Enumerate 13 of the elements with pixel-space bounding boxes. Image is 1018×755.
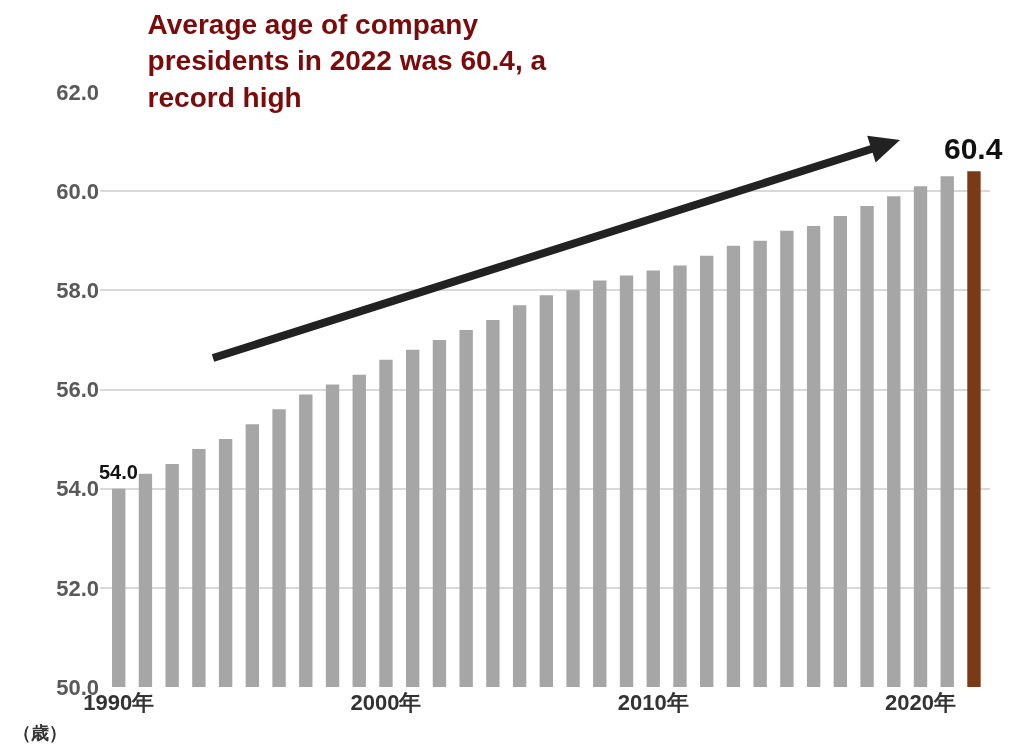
chart-title: Average age of company presidents in 2022 was 60.4, a record high <box>147 8 547 113</box>
x-tick-label: 2020年 <box>885 690 956 715</box>
y-axis-title: （歳） <box>13 722 67 743</box>
data-label: 60.4 <box>944 132 1003 165</box>
x-tick-label: 2010年 <box>617 690 689 715</box>
y-tick-label: 52.0 <box>56 575 99 601</box>
y-tick-label: 62.0 <box>56 79 99 105</box>
x-tick-label: 2000年 <box>350 690 422 715</box>
y-tick-label: 54.0 <box>56 476 99 502</box>
y-tick-label: 56.0 <box>56 377 99 403</box>
data-label: 54.0 <box>99 461 138 483</box>
y-tick-label: 58.0 <box>56 278 99 304</box>
y-tick-label: 60.0 <box>56 178 99 204</box>
